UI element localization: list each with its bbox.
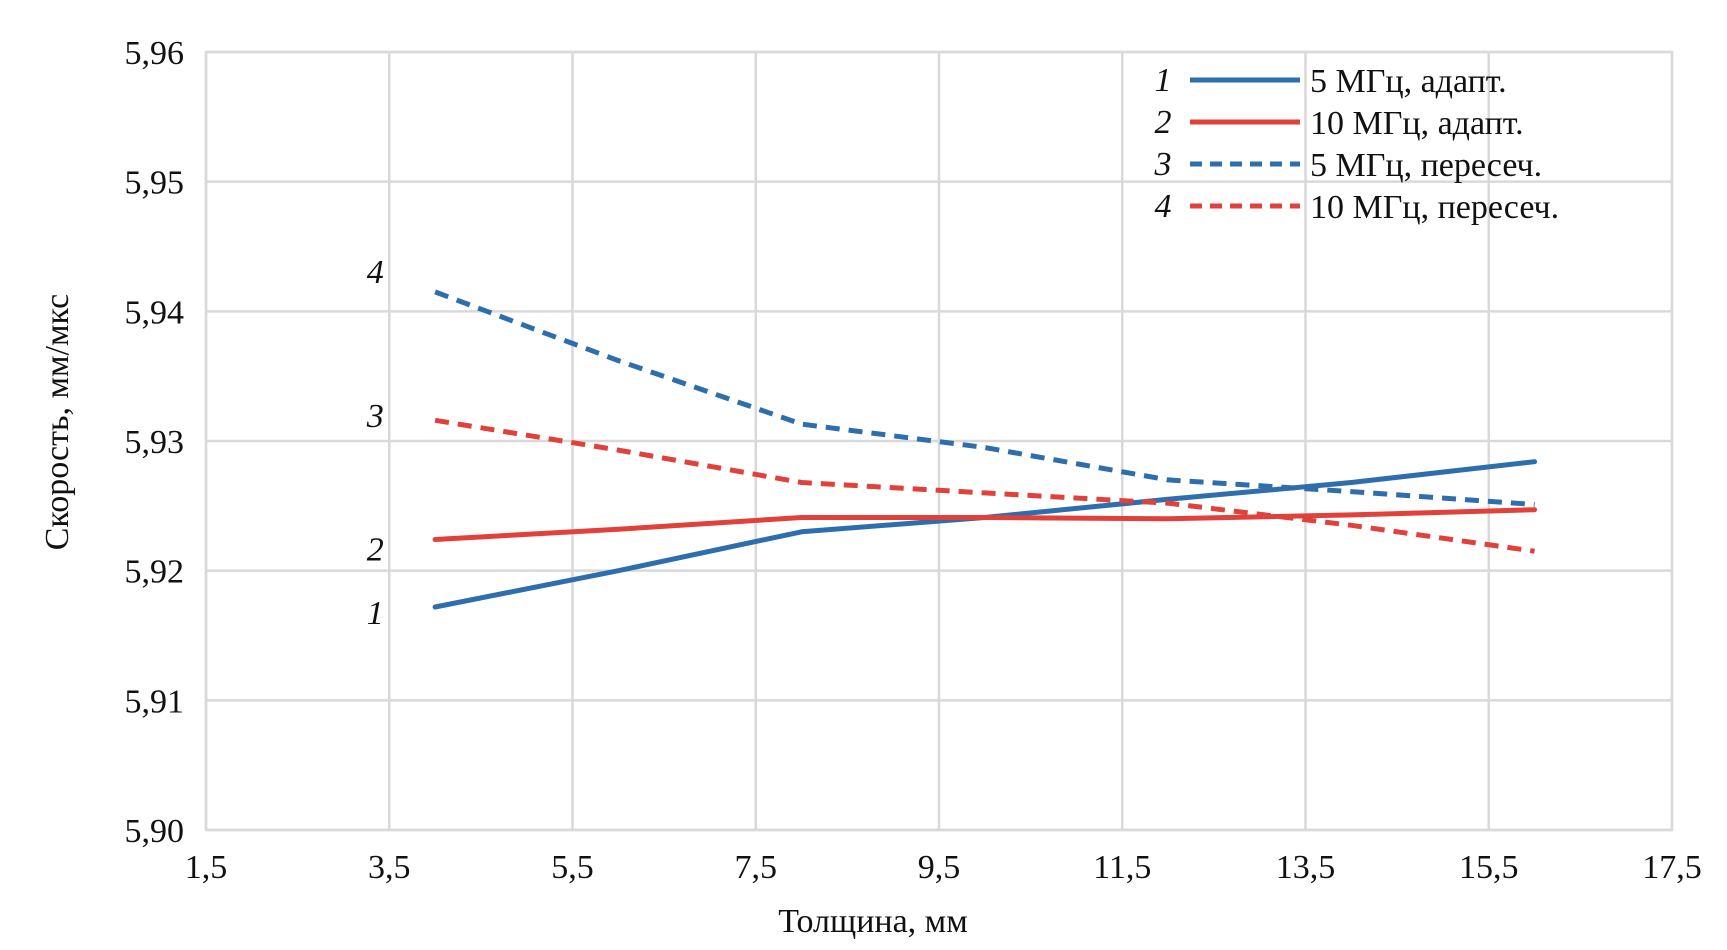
x-tick-labels: 1,5 3,5 5,5 7,5 9,5 11,5 13,5 15,5 17,5 [185, 849, 1702, 886]
y-tick-label: 5,94 [125, 294, 185, 331]
y-axis-title: Скорость, мм/мкс [39, 294, 76, 551]
legend-number-1: 1 [1155, 62, 1172, 99]
curve-number-labels: 4 3 2 1 [366, 254, 384, 632]
grid-lines [204, 50, 1674, 832]
x-tick-label: 13,5 [1276, 849, 1336, 886]
series-line-4 [434, 417, 1535, 554]
legend-label-1: 5 МГц, адапт. [1310, 63, 1507, 100]
y-tick-label: 5,93 [125, 424, 185, 461]
x-tick-label: 9,5 [918, 849, 961, 886]
series-line-2 [432, 507, 1538, 542]
legend-label-4: 10 МГц, пересеч. [1310, 189, 1559, 226]
y-tick-label: 5,90 [125, 813, 185, 850]
legend-number-3: 3 [1154, 146, 1172, 183]
x-axis-title: Толщина, мм [778, 903, 967, 940]
plot-frame [204, 50, 1674, 832]
y-tick-label: 5,92 [125, 554, 185, 591]
x-tick-label: 3,5 [368, 849, 411, 886]
y-tick-label: 5,91 [125, 683, 185, 720]
y-tick-label: 5,96 [125, 35, 185, 72]
y-tick-label: 5,95 [125, 165, 185, 202]
series-line-1 [432, 459, 1538, 610]
y-tick-labels: 5,90 5,91 5,92 5,93 5,94 5,95 5,96 [125, 35, 185, 850]
curve-label-3: 3 [366, 398, 384, 435]
x-tick-label: 11,5 [1093, 849, 1151, 886]
legend-label-2: 10 МГц, адапт. [1310, 105, 1524, 142]
legend-label-3: 5 МГц, пересеч. [1310, 147, 1542, 184]
legend: 1 5 МГц, адапт. 2 10 МГц, адапт. 3 5 МГц, пер… [1154, 62, 1560, 226]
x-tick-label: 15,5 [1459, 849, 1519, 886]
curve-label-4: 4 [367, 254, 384, 291]
curve-label-2: 2 [367, 532, 384, 569]
legend-number-2: 2 [1155, 104, 1172, 141]
series-lines [432, 289, 1538, 610]
legend-number-4: 4 [1155, 188, 1172, 225]
x-tick-label: 17,5 [1642, 849, 1702, 886]
x-tick-label: 1,5 [185, 849, 228, 886]
x-tick-label: 7,5 [735, 849, 778, 886]
series-line-3 [434, 289, 1535, 507]
curve-label-1: 1 [367, 595, 384, 632]
x-tick-label: 5,5 [551, 849, 594, 886]
